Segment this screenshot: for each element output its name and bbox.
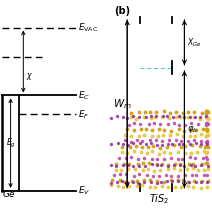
Text: $TiS_2$: $TiS_2$ <box>149 192 169 206</box>
Text: $X_{Ge}$: $X_{Ge}$ <box>187 36 201 49</box>
Text: $\chi$: $\chi$ <box>26 71 33 82</box>
Text: $W_m$: $W_m$ <box>113 97 132 111</box>
Text: (b): (b) <box>114 6 131 16</box>
Text: $E_F$: $E_F$ <box>78 108 90 121</box>
Text: $E_{\rm VAC}$: $E_{\rm VAC}$ <box>78 21 99 34</box>
Text: Ge: Ge <box>2 190 15 199</box>
Text: $\varphi_b$: $\varphi_b$ <box>187 124 198 135</box>
Text: $E_C$: $E_C$ <box>78 89 91 102</box>
Text: $E_V$: $E_V$ <box>78 185 91 197</box>
Text: $E_g$: $E_g$ <box>6 137 16 150</box>
